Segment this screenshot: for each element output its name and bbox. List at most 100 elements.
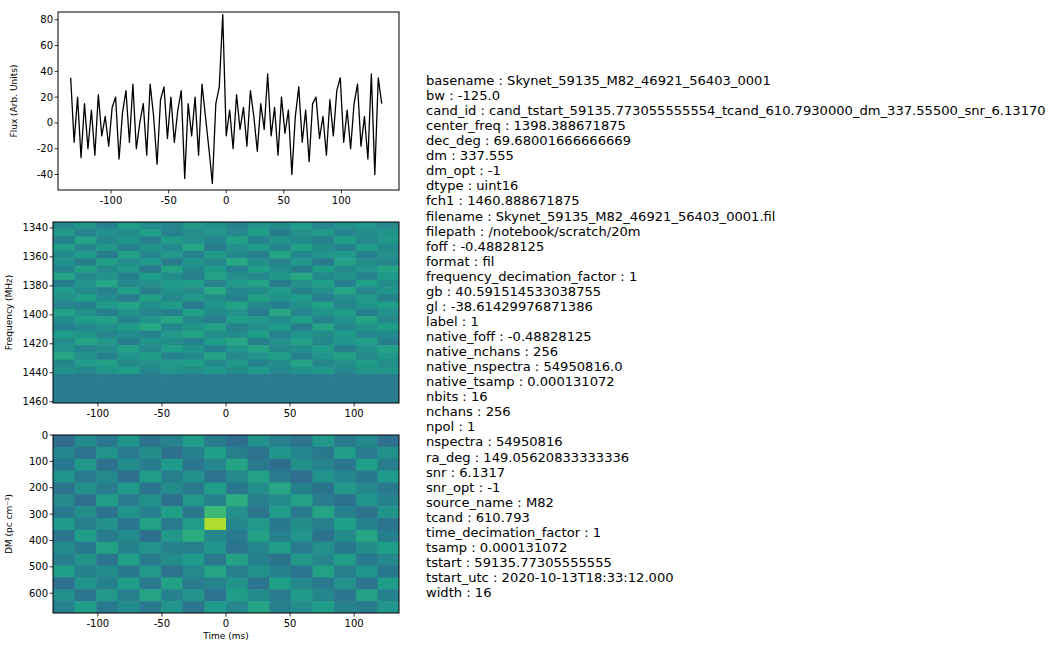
heat-cell	[248, 566, 270, 578]
heat-cell	[313, 389, 335, 397]
heat-cell	[356, 381, 378, 389]
x-tick-label: -100	[100, 195, 123, 206]
heat-cell	[248, 244, 270, 252]
heat-cell	[96, 265, 118, 273]
heat-cell	[183, 367, 205, 375]
heat-cell	[248, 302, 270, 310]
heat-cell	[140, 360, 162, 368]
heat-cell	[291, 577, 313, 589]
metadata-line: ra_deg : 149.05620833333336	[426, 450, 629, 465]
heat-cell	[161, 280, 183, 288]
heat-cell	[75, 229, 97, 237]
heat-cell	[53, 331, 75, 339]
heat-cell	[118, 577, 140, 589]
heat-cell	[356, 459, 378, 471]
heat-cell	[204, 323, 226, 331]
heat-cell	[313, 309, 335, 317]
heat-cell	[75, 316, 97, 324]
heat-cell	[356, 374, 378, 382]
plot-area	[53, 435, 399, 613]
heat-cell	[313, 374, 335, 382]
heat-cell	[183, 554, 205, 566]
heat-cell	[140, 280, 162, 288]
heat-cell	[313, 287, 335, 295]
y-axis-title: Frequency (MHz)	[4, 275, 14, 351]
heat-cell	[226, 323, 248, 331]
heat-cell	[140, 374, 162, 382]
x-tick-label: 100	[345, 408, 364, 419]
heat-cell	[356, 265, 378, 273]
y-tick-label: -20	[37, 143, 53, 154]
heat-cell	[334, 589, 356, 601]
heat-cell	[204, 435, 226, 447]
heat-cell	[226, 518, 248, 530]
heat-cell	[204, 287, 226, 295]
heat-cell	[334, 482, 356, 494]
heat-cell	[269, 389, 291, 397]
heat-cell	[161, 251, 183, 259]
y-axis-title: DM (pc cm⁻³)	[4, 494, 14, 554]
heat-cell	[334, 236, 356, 244]
heat-cell	[140, 287, 162, 295]
heat-cell	[118, 435, 140, 447]
heat-cell	[334, 459, 356, 471]
heat-cell	[53, 367, 75, 375]
heat-cell	[96, 518, 118, 530]
heat-cell	[313, 577, 335, 589]
y-tick	[50, 487, 54, 488]
heat-cell	[183, 309, 205, 317]
heat-cell	[75, 577, 97, 589]
heat-cell	[334, 530, 356, 542]
heat-cell	[183, 589, 205, 601]
heat-cell	[118, 447, 140, 459]
heat-cell	[183, 601, 205, 613]
y-tick-label: 1460	[23, 396, 48, 407]
heat-cell	[313, 589, 335, 601]
heat-cell	[53, 294, 75, 302]
heat-cell	[53, 258, 75, 266]
heat-cell	[75, 566, 97, 578]
heat-cell	[291, 459, 313, 471]
heat-cell	[377, 222, 399, 230]
metadata-line: gl : -38.61429976871386	[426, 299, 593, 314]
heat-cell	[53, 316, 75, 324]
heat-cell	[161, 229, 183, 237]
heat-cell	[204, 265, 226, 273]
heat-cell	[334, 471, 356, 483]
heat-cell	[226, 381, 248, 389]
heat-cell	[226, 265, 248, 273]
heat-cell	[140, 381, 162, 389]
heat-cell	[291, 229, 313, 237]
heat-cell	[313, 280, 335, 288]
heat-cell	[226, 542, 248, 554]
heat-cell	[377, 360, 399, 368]
heat-cell	[291, 316, 313, 324]
heat-cell	[226, 601, 248, 613]
heat-cell	[226, 345, 248, 353]
x-tick-label: -50	[154, 408, 170, 419]
heat-cell	[204, 345, 226, 353]
heat-cell	[248, 280, 270, 288]
metadata-line: basename : Skynet_59135_M82_46921_56403_…	[426, 73, 771, 88]
metadata-line: native_nspectra : 54950816.0	[426, 359, 623, 374]
heat-cell	[334, 494, 356, 506]
y-tick-label: 400	[29, 535, 48, 546]
heat-cell	[53, 323, 75, 331]
heat-cell	[161, 265, 183, 273]
heat-cell	[96, 381, 118, 389]
y-tick-label: -40	[37, 169, 53, 180]
frame	[53, 435, 399, 613]
frame	[58, 12, 399, 190]
heat-cell	[313, 459, 335, 471]
heat-cell	[291, 396, 313, 403]
heat-cell	[334, 566, 356, 578]
heat-cell	[96, 331, 118, 339]
heat-cell	[53, 494, 75, 506]
metadata-line: width : 16	[426, 585, 492, 600]
heat-cell	[334, 302, 356, 310]
x-tick-label: 0	[223, 408, 229, 419]
heat-cell	[118, 222, 140, 230]
heat-cell	[75, 447, 97, 459]
heat-cell	[204, 389, 226, 397]
x-tick	[226, 190, 227, 194]
